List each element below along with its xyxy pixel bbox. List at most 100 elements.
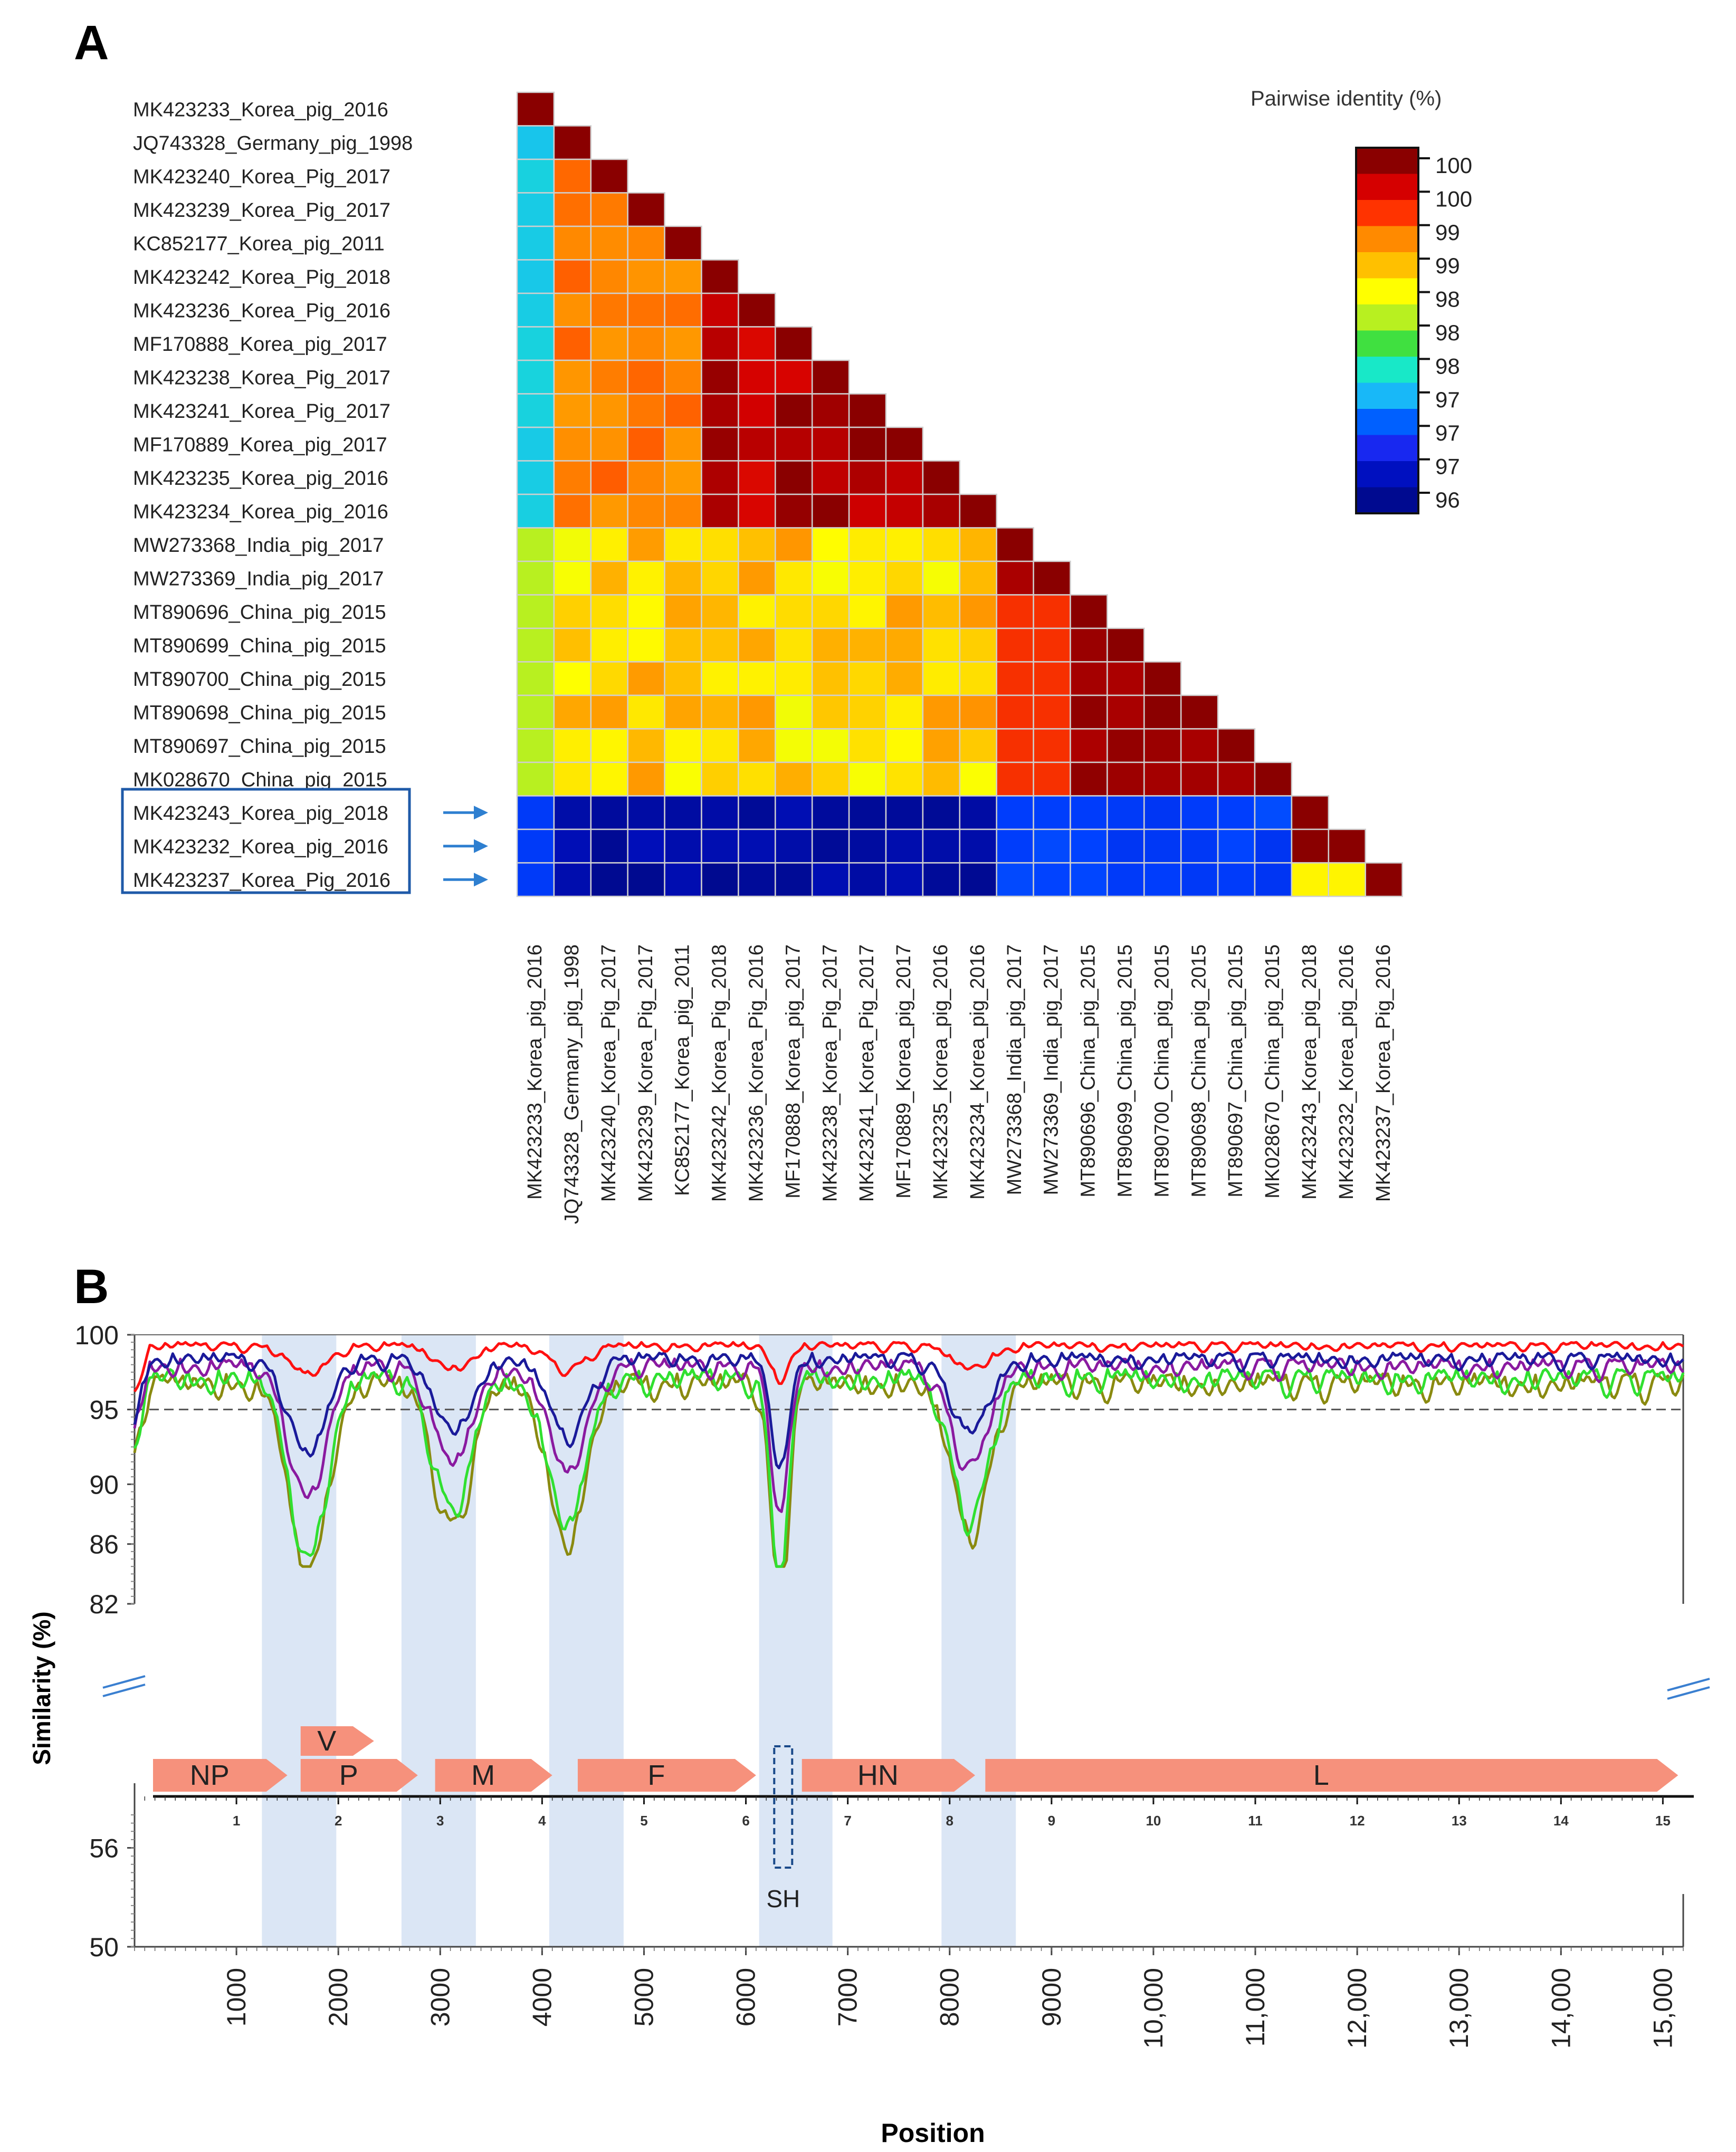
heatmap-cell xyxy=(1217,795,1256,830)
column-label: MK423240_Korea_Pig_2017 xyxy=(598,944,620,1202)
heatmap-cell xyxy=(811,728,850,763)
heatmap-cell xyxy=(627,493,665,529)
heatmap-cell xyxy=(664,694,702,730)
x-tick-label: 5000 xyxy=(629,1968,659,2026)
heatmap-cell xyxy=(1291,795,1330,830)
x-tick-label: 14,000 xyxy=(1546,1968,1576,2049)
heatmap-cell xyxy=(516,158,555,194)
heatmap-cell xyxy=(811,460,850,495)
column-label: MF170888_Korea_pig_2017 xyxy=(782,944,804,1199)
heatmap-cell xyxy=(1033,560,1071,596)
heatmap-cell xyxy=(848,828,887,864)
heatmap-cell xyxy=(590,728,628,763)
heatmap-cell xyxy=(590,560,628,596)
heatmap-cell xyxy=(553,125,592,160)
heatmap-cell xyxy=(701,828,739,864)
heatmap-cell xyxy=(1107,862,1145,897)
heatmap-cell xyxy=(664,627,702,663)
gene-arrow xyxy=(802,1759,976,1792)
heatmap-cell xyxy=(1070,627,1108,663)
heatmap-cell xyxy=(516,192,555,227)
heatmap-cell xyxy=(516,862,555,897)
legend-tick-label: 97 xyxy=(1435,387,1460,412)
gene-label: V xyxy=(317,1725,336,1757)
heatmap-cell xyxy=(1107,795,1145,830)
x-tick-label: 4000 xyxy=(527,1968,557,2026)
heatmap-cell xyxy=(811,694,850,730)
legend-swatch xyxy=(1356,252,1418,279)
heatmap-cell xyxy=(959,795,997,830)
heatmap-cell xyxy=(516,728,555,763)
panel-b-label: B xyxy=(74,1260,109,1314)
heatmap-cell xyxy=(627,326,665,361)
heatmap-cell xyxy=(848,594,887,629)
legend-tick-label: 99 xyxy=(1435,253,1460,278)
heatmap-cell xyxy=(516,426,555,462)
genome-scale-label: 11 xyxy=(1248,1813,1263,1829)
heatmap-cell xyxy=(701,627,739,663)
heatmap-cell xyxy=(922,761,961,797)
x-tick-label: 1000 xyxy=(222,1968,251,2026)
heatmap-cell xyxy=(811,560,850,596)
heatmap-cell xyxy=(996,627,1034,663)
heatmap-cell xyxy=(664,359,702,395)
heatmap-cell xyxy=(848,393,887,428)
heatmap-cell xyxy=(664,761,702,797)
x-tick-label: 7000 xyxy=(833,1968,863,2026)
legend-tick-label: 99 xyxy=(1435,220,1460,245)
heatmap-cell xyxy=(775,862,813,897)
heatmap-cell xyxy=(885,627,924,663)
heatmap-cell xyxy=(775,359,813,395)
legend-swatch xyxy=(1356,461,1418,487)
heatmap-cell xyxy=(516,661,555,696)
heatmap-cell xyxy=(664,225,702,261)
gene-arrow xyxy=(300,1759,418,1792)
heatmap-cell xyxy=(922,460,961,495)
heatmap-cell xyxy=(1180,862,1219,897)
heatmap-cell xyxy=(1033,694,1071,730)
heatmap-cell xyxy=(627,527,665,562)
heatmap-cell xyxy=(811,661,850,696)
heatmap-cell xyxy=(701,795,739,830)
column-label: KC852177_Korea_pig_2011 xyxy=(672,944,694,1196)
column-label: MK423242_Korea_Pig_2018 xyxy=(709,944,731,1202)
heatmap-cell xyxy=(1328,862,1366,897)
similarity-series-line xyxy=(133,1372,1685,1568)
heatmap-cell xyxy=(848,527,887,562)
heatmap-cell xyxy=(590,393,628,428)
heatmap-cell xyxy=(738,393,776,428)
heatmap-cell xyxy=(590,158,628,194)
heatmap-cell xyxy=(627,393,665,428)
heatmap-cell xyxy=(885,426,924,462)
row-label: MF170889_Korea_pig_2017 xyxy=(133,434,387,456)
heatmap-cells xyxy=(516,91,1403,897)
x-tick-label: 9000 xyxy=(1037,1968,1066,2026)
legend-swatch xyxy=(1356,382,1418,409)
y-tick-label: 56 xyxy=(89,1834,119,1863)
panel-a-label: A xyxy=(74,16,109,70)
arrow-head xyxy=(474,806,488,820)
row-label: MK423235_Korea_pig_2016 xyxy=(133,467,388,490)
heatmap-cell xyxy=(553,828,592,864)
heatmap-cell xyxy=(664,728,702,763)
heatmap-cell xyxy=(516,292,555,328)
heatmap-cell xyxy=(996,661,1034,696)
heatmap-cell xyxy=(1217,828,1256,864)
legend-title: Pairwise identity (%) xyxy=(1251,87,1442,110)
genome-scale-label: 6 xyxy=(742,1813,749,1829)
heatmap-cell xyxy=(590,694,628,730)
heatmap-cell xyxy=(516,359,555,395)
genome-scale-label: 15 xyxy=(1655,1813,1671,1829)
legend-tick-label: 96 xyxy=(1435,487,1460,512)
heatmap-cell xyxy=(1254,761,1293,797)
heatmap-cell xyxy=(811,393,850,428)
row-label: MW273369_India_pig_2017 xyxy=(133,568,384,590)
heatmap-cell xyxy=(775,728,813,763)
heatmap-cell xyxy=(590,460,628,495)
heatmap-cell xyxy=(738,493,776,529)
column-label: MK423232_Korea_pig_2016 xyxy=(1336,944,1358,1200)
genome-scale-label: 4 xyxy=(538,1813,546,1829)
column-label: MK423235_Korea_pig_2016 xyxy=(930,944,952,1200)
heatmap-cell xyxy=(811,761,850,797)
